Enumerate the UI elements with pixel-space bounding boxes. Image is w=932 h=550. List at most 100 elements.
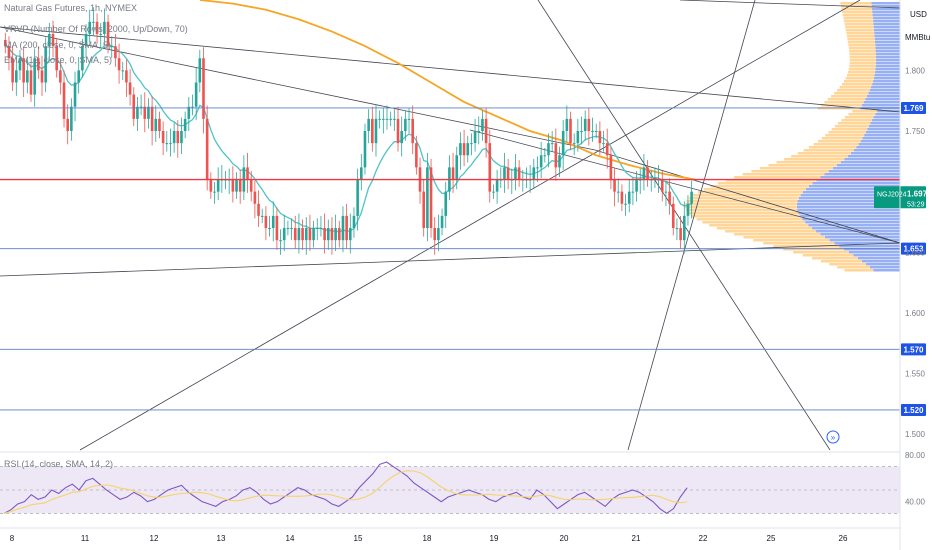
legend-ema: EMA (12, close, 0, SMA, 5) xyxy=(4,55,113,65)
candle-down xyxy=(249,179,253,192)
vp-bar-down xyxy=(797,200,900,203)
x-tick-label: 22 xyxy=(699,534,708,543)
last-price-value: 1.697 xyxy=(907,189,928,198)
vp-bar-up xyxy=(849,62,876,65)
x-tick-label: 18 xyxy=(423,534,432,543)
candle-up xyxy=(624,203,627,205)
trendline xyxy=(0,242,901,277)
candle-up xyxy=(290,228,293,230)
candle-up xyxy=(147,106,150,119)
vp-bar-up xyxy=(849,59,876,62)
vp-bar-up xyxy=(844,269,874,272)
candle-up xyxy=(440,215,444,229)
candle-up xyxy=(550,143,554,145)
candle-up xyxy=(77,70,81,83)
unit-label[interactable]: MMBtu xyxy=(905,33,931,42)
candle-down xyxy=(569,118,572,144)
candle-up xyxy=(682,215,686,241)
legend-vrvp: VRVP (Number Of Rows, 2000, Up/Down, 70) xyxy=(4,24,188,34)
candle-down xyxy=(506,167,510,180)
vp-bar-down xyxy=(808,224,900,227)
vp-bar-up xyxy=(846,35,875,38)
x-tick-label: 15 xyxy=(354,534,363,543)
vp-bar-down xyxy=(797,209,900,212)
y-tick-label: 1.800 xyxy=(905,66,926,75)
candle-down xyxy=(308,228,312,241)
vp-bar-down xyxy=(875,65,900,68)
candle-up xyxy=(583,118,587,131)
candle-up xyxy=(286,228,290,230)
candle-down xyxy=(554,143,558,168)
vp-bar-down xyxy=(796,206,900,209)
vp-bar-down xyxy=(866,263,900,266)
vp-bar-up xyxy=(825,134,865,137)
candle-up xyxy=(99,33,103,35)
vp-bar-up xyxy=(852,110,878,113)
vp-bar-up xyxy=(717,182,813,185)
candle-up xyxy=(33,58,36,95)
vp-bar-down xyxy=(840,161,900,164)
vp-bar-down xyxy=(874,35,900,38)
candle-down xyxy=(646,167,649,180)
candle-down xyxy=(114,46,117,59)
x-tick-label: 19 xyxy=(490,534,499,543)
currency-label[interactable]: USD xyxy=(910,10,927,19)
vp-bar-up xyxy=(849,65,876,68)
candle-up xyxy=(576,130,580,144)
vp-bar-up xyxy=(812,257,858,260)
vp-bar-down xyxy=(824,236,900,239)
candle-up xyxy=(88,21,92,34)
vp-bar-up xyxy=(842,11,873,14)
vp-bar-down xyxy=(862,137,900,140)
vp-bar-up xyxy=(824,101,864,104)
candle-up xyxy=(92,21,95,23)
vp-bar-down xyxy=(873,80,900,83)
vp-bar-up xyxy=(845,77,874,80)
candle-up xyxy=(297,228,301,241)
candle-up xyxy=(73,82,77,107)
vp-bar-down xyxy=(805,221,900,224)
candle-up xyxy=(393,118,396,120)
scroll-to-realtime-icon[interactable] xyxy=(826,430,840,444)
vp-bar-up xyxy=(760,167,833,170)
trendline xyxy=(594,149,901,244)
vp-bar-down xyxy=(874,74,900,77)
candle-down xyxy=(4,40,7,47)
candle-up xyxy=(15,70,18,83)
candle-up xyxy=(642,167,646,180)
candle-down xyxy=(55,46,58,71)
vp-bar-down xyxy=(796,203,900,206)
vp-bar-down xyxy=(873,269,900,272)
candle-down xyxy=(660,179,664,192)
vp-bar-down xyxy=(875,68,900,71)
level-label: 1.769 xyxy=(903,104,924,113)
vp-bar-up xyxy=(710,185,809,188)
rsi-tick-label: 80.00 xyxy=(905,451,926,460)
vp-bar-down xyxy=(853,149,900,152)
vp-bar-down xyxy=(864,134,900,137)
vp-bar-up xyxy=(831,95,867,98)
level-label-bg xyxy=(901,343,926,356)
candle-up xyxy=(282,228,286,241)
candle-down xyxy=(422,191,426,229)
vp-bar-down xyxy=(820,176,900,179)
level-label-bg xyxy=(901,242,926,255)
candle-down xyxy=(202,58,205,119)
vp-bar-up xyxy=(791,155,848,158)
vp-bar-down xyxy=(874,38,900,41)
candle-up xyxy=(543,155,547,157)
candle-up xyxy=(352,215,356,229)
candle-up xyxy=(591,130,594,132)
vp-bar-down xyxy=(860,140,900,143)
vp-bar-up xyxy=(838,122,871,125)
candle-up xyxy=(616,191,620,193)
candle-up xyxy=(260,215,264,217)
candle-up xyxy=(686,203,690,216)
candle-up xyxy=(70,106,73,131)
candle-down xyxy=(451,167,455,180)
candle-down xyxy=(488,143,492,192)
vp-bar-up xyxy=(709,224,809,227)
vp-bar-down xyxy=(873,77,900,80)
